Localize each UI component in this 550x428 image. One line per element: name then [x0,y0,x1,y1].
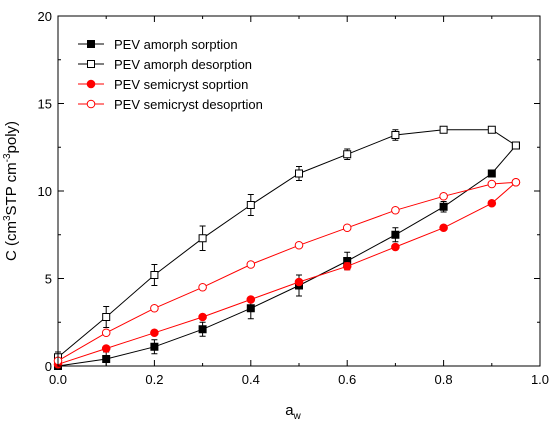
data-point [198,312,207,322]
data-point [342,223,352,233]
series-1 [54,141,520,370]
x-tick-label: 0.4 [242,372,260,387]
axes-layer: 0.0 0.2 0.4 0.6 0.8 1.0 0 5 10 15 20 [38,9,550,387]
data-point [150,303,159,313]
y-axis-title: C (cm3STP cm-3poly) [2,121,20,261]
data-point [150,342,159,351]
data-point [487,169,496,178]
legend-label: PEV amorph desorption [114,57,252,72]
data-point [487,179,497,189]
series-line [57,145,517,367]
data-point [511,177,521,187]
series-3 [53,177,521,369]
data-point [439,202,448,211]
data-point [511,141,520,150]
y-tick-label: 0 [45,359,52,374]
data-point [102,355,111,363]
data-point [294,240,304,250]
series-line [57,129,517,358]
series-layer [53,125,521,370]
x-tick-label: 0.6 [338,372,356,387]
legend: PEV amorph sorption PEV amorph desorption… [78,37,263,112]
legend-marker [87,40,95,48]
data-point [391,230,400,239]
data-point [343,150,352,159]
data-point [391,205,400,215]
legend-item-2: PEV amorph desorption [78,57,252,72]
legend-item-4: PEV semicryst desoprtion [78,97,263,112]
legend-label: PEV semicryst desoprtion [114,97,263,112]
data-point [439,191,448,201]
data-point [487,125,496,134]
legend-item-1: PEV amorph sorption [78,37,238,52]
series-4 [53,177,521,366]
data-point [391,131,400,139]
y-tick-label: 10 [38,184,52,199]
data-point [150,271,159,279]
data-point [246,201,255,209]
data-point [342,261,352,271]
data-point [198,282,207,292]
x-tick-label: 0.8 [435,372,453,387]
legend-item-3: PEV semicryst soprtion [78,77,248,92]
data-point [295,169,303,178]
data-point [439,125,448,134]
legend-marker [86,99,96,109]
data-point [198,325,207,334]
data-point [246,260,256,269]
y-tick-label: 5 [45,272,52,287]
data-point [487,198,497,208]
legend-marker [87,60,95,68]
data-point [439,223,448,233]
series-2 [54,125,520,363]
x-tick-label: 0.2 [145,372,163,387]
legend-label: PEV semicryst soprtion [114,77,248,92]
data-point [150,328,159,338]
x-tick-label: 0.0 [49,372,67,387]
x-axis-title: aw [285,402,301,422]
legend-label: PEV amorph sorption [114,37,238,52]
y-tick-label: 15 [38,97,52,112]
x-tick-label: 1.0 [531,372,549,387]
data-point [198,234,207,243]
data-point [246,304,255,313]
data-point [101,328,111,338]
data-point [391,242,400,252]
data-point [246,295,256,304]
data-point [101,344,111,353]
data-point [294,277,304,287]
y-tick-label: 20 [38,9,52,24]
data-point [102,313,111,321]
legend-marker [86,79,96,89]
